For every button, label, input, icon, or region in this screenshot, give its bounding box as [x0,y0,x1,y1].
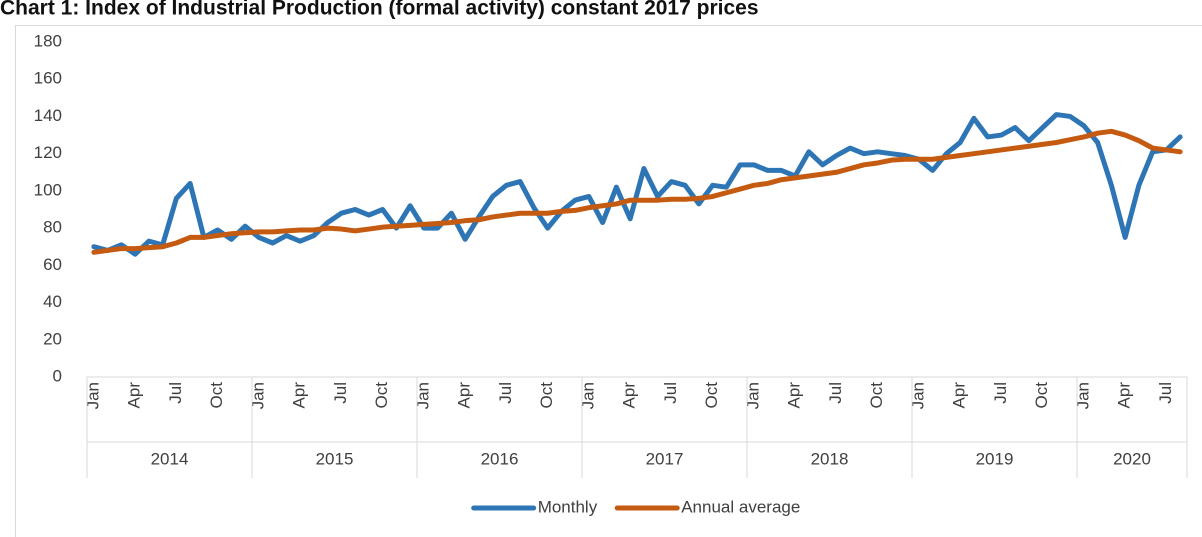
x-tick-label: Jul [1156,382,1175,404]
year-label: 2014 [151,449,189,468]
y-tick-label: 40 [43,292,62,311]
x-tick-label: Oct [1032,382,1051,409]
y-tick-label: 20 [43,329,62,348]
x-tick-label: Jan [83,382,102,409]
x-tick-label: Oct [207,382,226,409]
x-tick-label: Apr [950,382,969,409]
x-tick-label: Apr [620,382,639,409]
y-tick-label: 100 [34,180,62,199]
x-tick-label: Jul [661,382,680,404]
x-tick-label: Jul [991,382,1010,404]
x-tick-label: Jan [743,382,762,409]
x-tick-label: Oct [537,382,556,409]
year-label: 2015 [316,449,354,468]
chart-border [15,25,1202,537]
y-tick-label: 140 [34,106,62,125]
y-tick-label: 180 [34,31,62,50]
y-tick-label: 120 [34,143,62,162]
x-tick-label: Oct [372,382,391,409]
x-tick-label: Apr [290,382,309,409]
legend-label: Annual average [681,497,800,516]
x-tick-label: Oct [702,382,721,409]
x-tick-label: Jan [578,382,597,409]
x-tick-label: Jan [908,382,927,409]
x-tick-label: Jul [496,382,515,404]
year-label: 2020 [1113,449,1151,468]
year-label: 2018 [811,449,849,468]
legend-label: Monthly [538,497,598,516]
year-label: 2019 [976,449,1014,468]
x-tick-label: Apr [1115,382,1134,409]
x-tick-label: Apr [455,382,474,409]
series-line [91,112,1183,257]
x-tick-label: Apr [785,382,804,409]
y-tick-label: 60 [43,255,62,274]
y-tick-label: 0 [53,366,62,385]
x-tick-label: Jul [826,382,845,404]
x-tick-label: Jan [248,382,267,409]
x-tick-label: Jan [1073,382,1092,409]
year-label: 2016 [481,449,519,468]
series-line [91,128,1183,255]
year-label: 2017 [646,449,684,468]
chart-title: Chart 1: Index of Industrial Production … [0,0,759,20]
x-tick-label: Jul [166,382,185,404]
x-tick-label: Oct [867,382,886,409]
x-tick-label: Jan [413,382,432,409]
x-tick-label: Apr [125,382,144,409]
x-tick-label: Jul [331,382,350,404]
y-tick-label: 80 [43,218,62,237]
y-tick-label: 160 [34,69,62,88]
